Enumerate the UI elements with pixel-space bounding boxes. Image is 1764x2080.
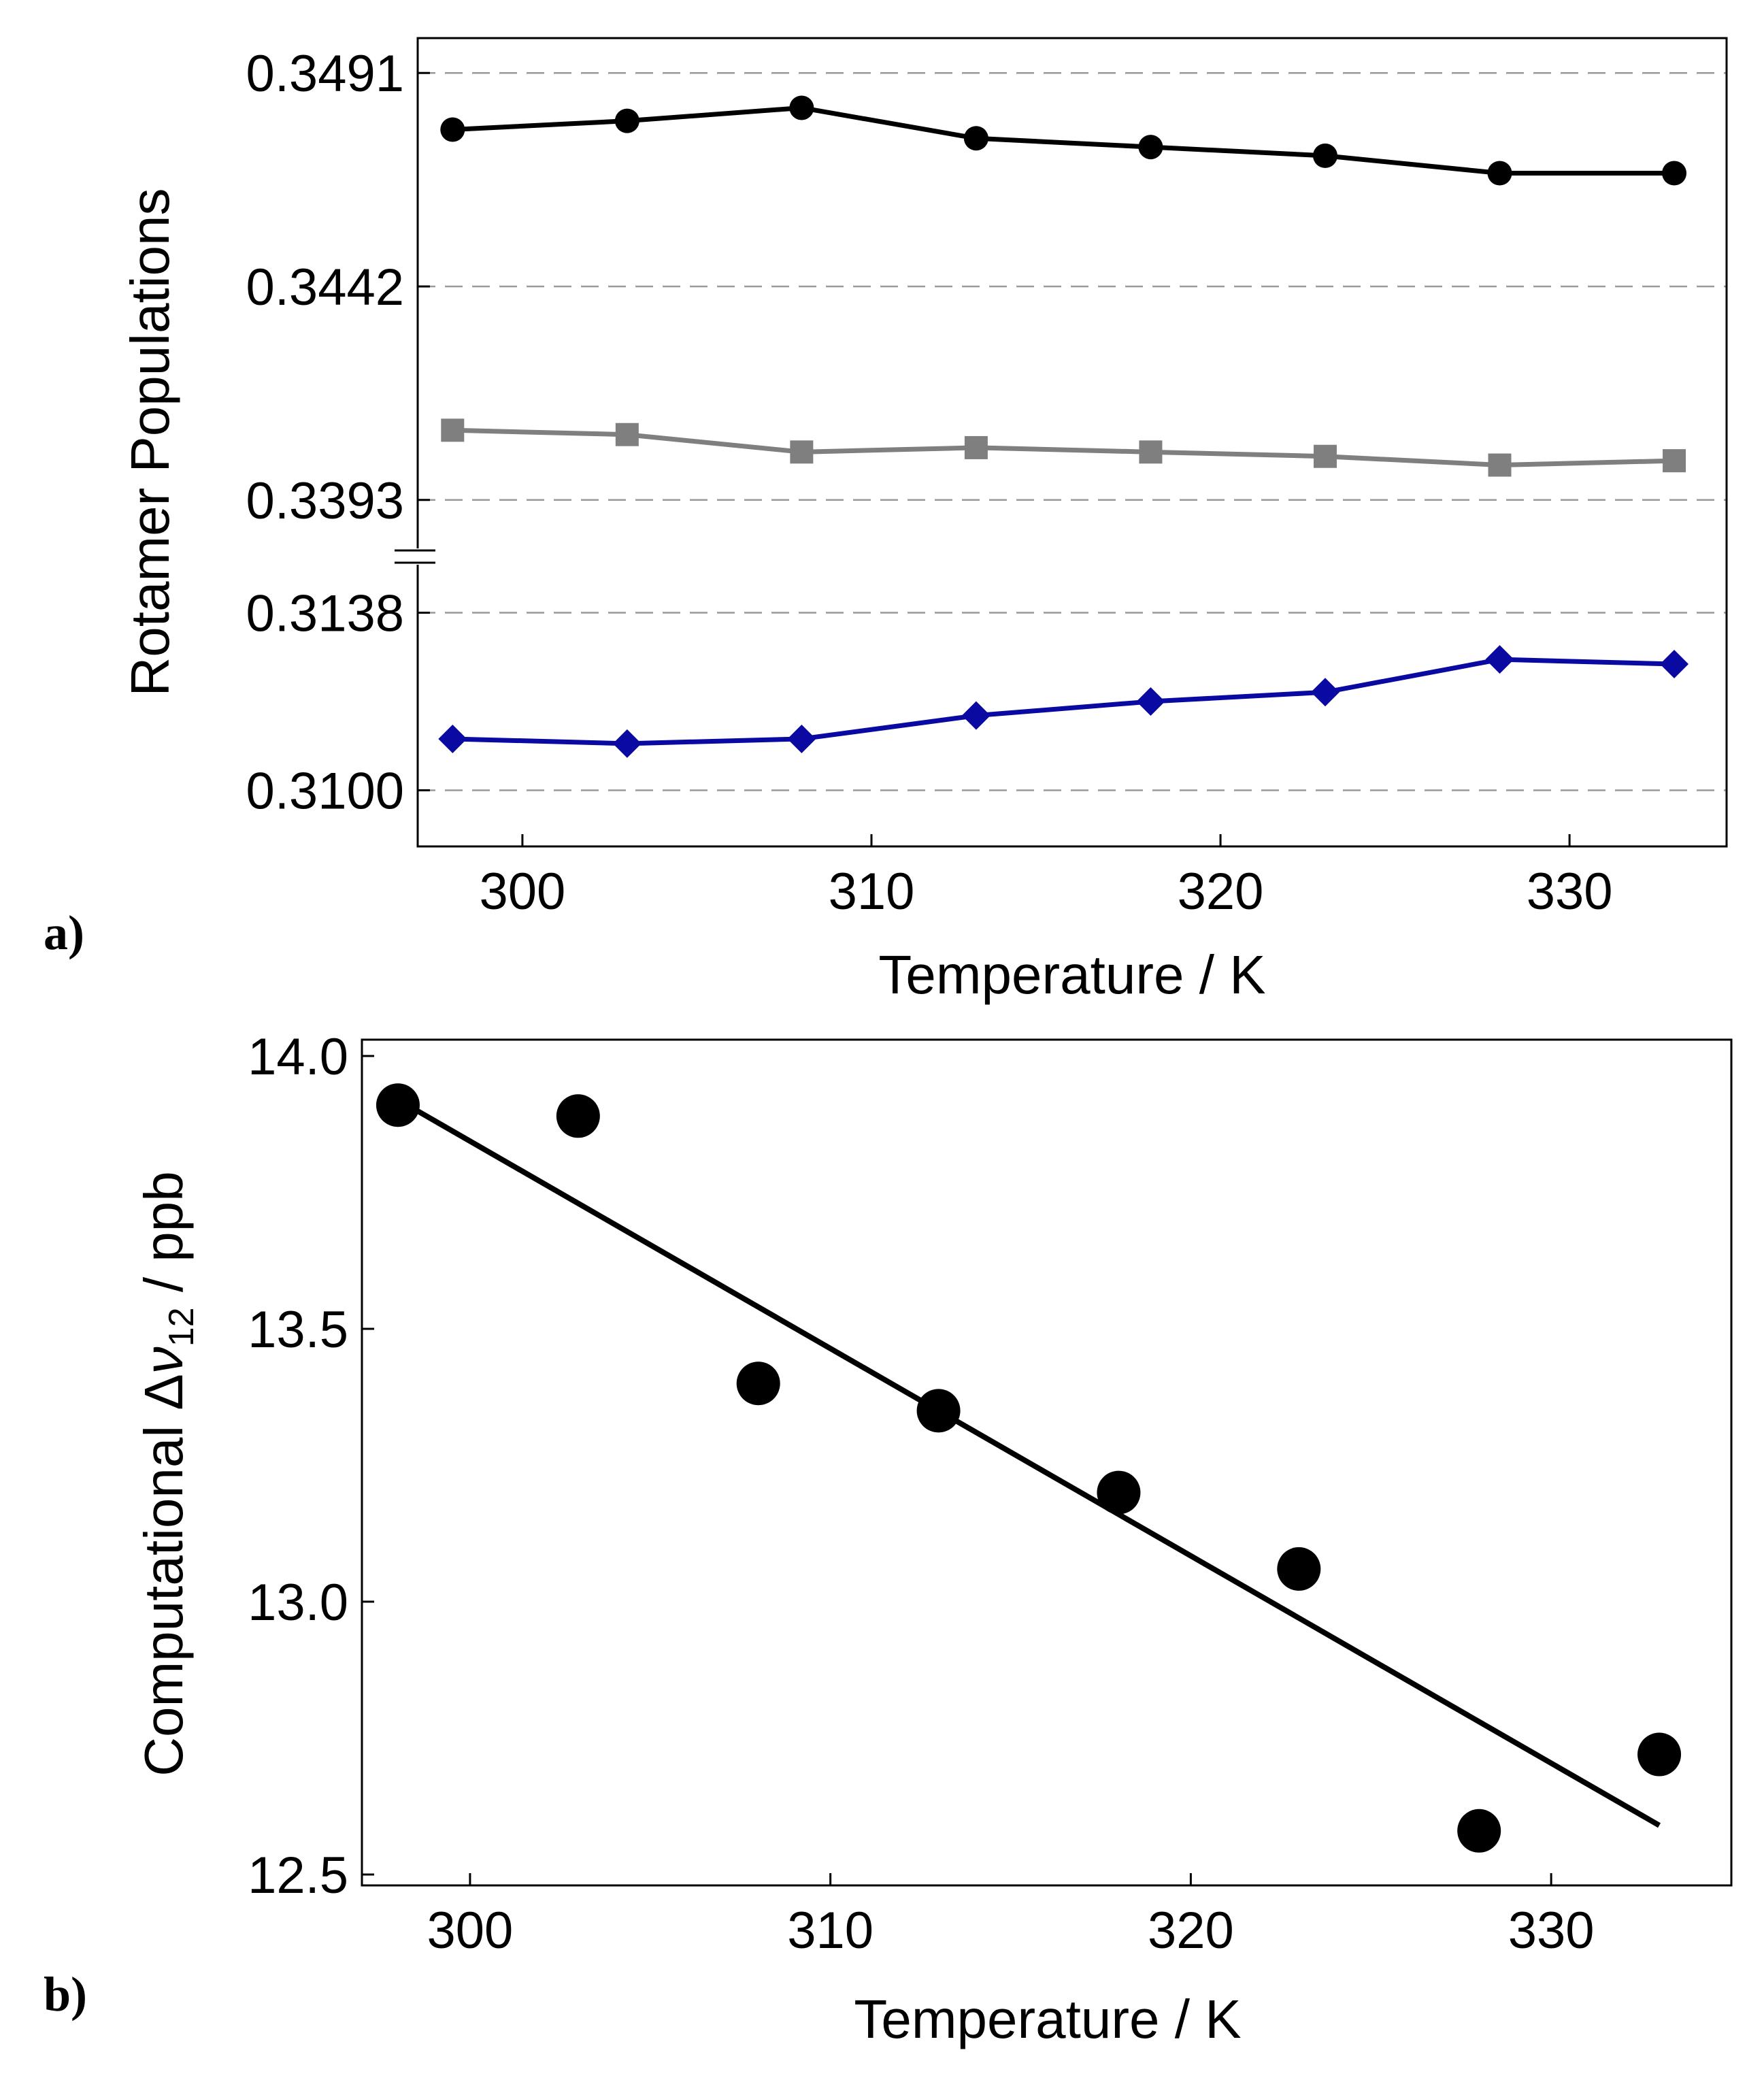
panel-a-y-tick-label: 0.3100 [246, 763, 404, 821]
panel-a-y-tick-label: 0.3491 [246, 45, 404, 103]
panel-b-x-tick-label: 320 [1148, 1902, 1234, 1960]
data-point-blue-diamonds [1485, 645, 1514, 674]
panel-b-y-tick-label: 13.0 [248, 1574, 348, 1632]
panel-b-y-ticks: 12.5 13.0 13.5 14.0 [248, 1028, 374, 1904]
series-line-gray-squares [452, 427, 1675, 468]
data-point-blue-diamonds [438, 724, 467, 753]
data-point-black-circles [1312, 143, 1337, 168]
data-point-blue-diamonds [961, 701, 991, 730]
panel-a-letter: a) [44, 906, 84, 960]
panel-a-y-tick-label: 0.3393 [246, 472, 404, 530]
panel-a-series [438, 95, 1689, 758]
panel-b-y-tick-label: 12.5 [248, 1847, 348, 1904]
scatter-point [1277, 1547, 1321, 1591]
data-point-black-circles [1138, 135, 1163, 160]
panel-b-y-tick-label: 13.5 [248, 1301, 348, 1359]
panel-b-x-axis-label: Temperature / K [854, 1989, 1241, 2049]
y-label-prefix: Computational Δ [133, 1374, 194, 1777]
data-point-blue-diamonds [1660, 650, 1689, 679]
panel-a-rotamer-populations: 300 310 320 330 0.34910.34420.33930.31380.3… [44, 37, 1728, 1005]
panel-a-x-tick-label: 310 [829, 863, 915, 921]
y-label-symbol: ν [133, 1347, 194, 1374]
data-point-black-circles [440, 117, 465, 142]
panel-a-x-tick-label: 300 [480, 863, 566, 921]
data-point-blue-diamonds [1310, 678, 1339, 707]
panel-b-computational-delta-nu: 300 310 320 330 12.5 13.0 13.5 14.0 Temperatur… [44, 1028, 1733, 2049]
data-point-blue-diamonds [612, 729, 642, 758]
panel-b-x-ticks: 300 310 320 330 [427, 1873, 1595, 1960]
data-point-black-circles [963, 126, 988, 151]
panel-b-x-tick-label: 300 [427, 1902, 514, 1960]
panel-b-marks [376, 1083, 1682, 1853]
series-line-black-circles [452, 105, 1675, 176]
data-point-black-circles [1487, 161, 1512, 186]
scatter-point [736, 1361, 780, 1406]
data-point-gray-squares [1663, 449, 1686, 473]
data-point-black-circles [614, 108, 639, 133]
panel-b-x-tick-label: 330 [1508, 1902, 1595, 1960]
panel-a-x-axis-label: Temperature / K [878, 944, 1265, 1005]
fit-line [396, 1097, 1661, 1828]
panel-b-plot-frame [361, 1038, 1733, 1887]
panel-a-y-tick-label: 0.3442 [246, 259, 404, 316]
data-point-gray-squares [1313, 444, 1337, 468]
panel-a-plot-frame [416, 37, 1728, 848]
scatter-point [1097, 1470, 1141, 1515]
y-label-suffix: / ppb [133, 1171, 194, 1307]
scatter-point [1457, 1809, 1501, 1853]
scatter-point [1637, 1732, 1682, 1777]
y-label-subscript: 12 [162, 1307, 201, 1347]
data-point-gray-squares [1139, 440, 1163, 464]
data-point-blue-diamonds [1136, 687, 1165, 716]
panel-a-y-tick-label: 0.3138 [246, 584, 404, 642]
data-point-blue-diamonds [787, 724, 816, 753]
data-point-gray-squares [1488, 453, 1512, 477]
panel-a-y-ticks: 0.3491 0.3442 0.3393 0.3138 0.3100 [246, 45, 430, 821]
data-point-gray-squares [790, 440, 814, 464]
series-line-blue-diamonds [452, 657, 1675, 746]
panel-a-axis-break [395, 548, 442, 565]
panel-a-gridlines [418, 71, 1727, 791]
panel-a-x-ticks: 300 310 320 330 [480, 834, 1613, 921]
panel-a-x-tick-label: 330 [1527, 863, 1613, 921]
data-point-black-circles [1662, 161, 1687, 186]
scatter-point [556, 1094, 600, 1138]
panel-b-letter: b) [44, 1967, 87, 2021]
panel-b-x-tick-label: 310 [787, 1902, 873, 1960]
data-point-black-circles [789, 95, 814, 120]
panel-a-y-axis-label: Rotamer Populations [120, 188, 180, 696]
data-point-gray-squares [441, 418, 465, 442]
scatter-point [916, 1389, 961, 1433]
panel-b-y-axis-label: Computational Δν12 / ppb [133, 1171, 201, 1777]
data-point-gray-squares [615, 423, 639, 446]
scatter-point [376, 1083, 420, 1127]
panel-b-y-tick-label: 14.0 [248, 1028, 348, 1086]
data-point-gray-squares [964, 435, 988, 459]
panel-a-x-tick-label: 320 [1178, 863, 1264, 921]
